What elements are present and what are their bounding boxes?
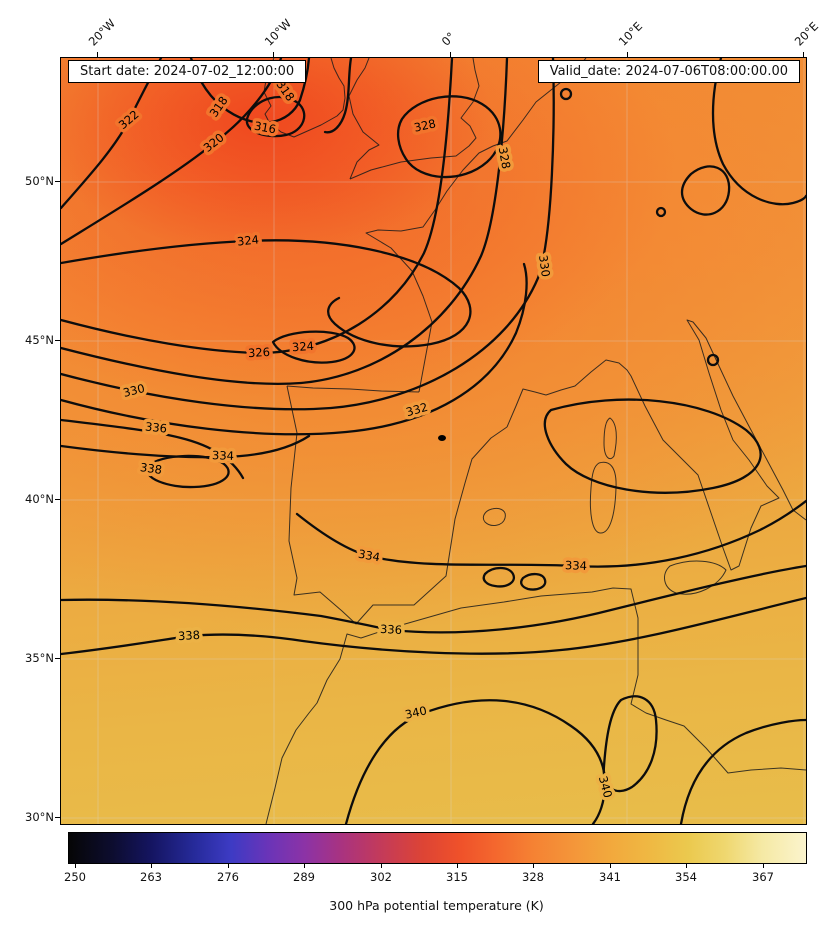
top-tick (273, 52, 274, 57)
contour-label: 340 (596, 774, 615, 799)
colorbar-tick (381, 864, 382, 868)
colorbar-tick-label: 354 (675, 870, 697, 884)
contour-label: 338 (139, 460, 163, 477)
contour-label: 330 (122, 381, 147, 400)
start-date-text: Start date: 2024-07-02_12:00:00 (80, 64, 295, 79)
colorbar-tick-label: 367 (752, 870, 774, 884)
top-tick (97, 52, 98, 57)
contour-label: 326 (248, 345, 271, 360)
colorbar-tick (686, 864, 687, 868)
contour-label: 322 (116, 107, 142, 132)
top-tick-label: 20°W (85, 16, 119, 49)
contour-labels: 322 320 318 318 316 324 324 326 328 328 … (112, 74, 618, 803)
top-tick-label: 20°E (791, 19, 822, 49)
contour-label: 334 (212, 448, 234, 463)
colorbar-tick (151, 864, 152, 868)
colorbar-tick-label: 250 (64, 870, 86, 884)
colorbar-tick-label: 341 (599, 870, 621, 884)
left-tick-label: 45°N (25, 333, 54, 347)
left-tick-label: 50°N (25, 174, 54, 188)
contour-label: 328 (413, 116, 437, 134)
map-plot-area: 322 320 318 318 316 324 324 326 328 328 … (60, 57, 807, 825)
contour-label: 318 (207, 94, 231, 120)
top-tick-label: 10°W (261, 16, 295, 49)
contour-label: 324 (236, 232, 259, 248)
colorbar-tick (457, 864, 458, 868)
valid-date-box: Valid_date: 2024-07-06T08:00:00.00 (537, 60, 800, 83)
left-tick (55, 658, 60, 659)
left-tick (55, 817, 60, 818)
colorbar-tick-label: 289 (293, 870, 315, 884)
left-tick (55, 499, 60, 500)
colorbar-tick-label: 276 (217, 870, 239, 884)
small-contour-dot (438, 435, 446, 441)
left-tick-label: 30°N (25, 810, 54, 824)
left-tick-label: 40°N (25, 492, 54, 506)
contour-label: 336 (144, 419, 167, 435)
colorbar-tick (75, 864, 76, 868)
contour-label: 340 (404, 703, 428, 721)
colorbar-title: 300 hPa potential temperature (K) (329, 898, 544, 913)
left-tick (55, 181, 60, 182)
contour-label: 334 (357, 547, 381, 565)
left-tick-label: 35°N (25, 651, 54, 665)
colorbar-tick (763, 864, 764, 868)
coastlines (263, 58, 806, 824)
contour-lines (61, 58, 806, 824)
start-date-box: Start date: 2024-07-02_12:00:00 (68, 60, 307, 83)
valid-date-text: Valid_date: 2024-07-06T08:00:00.00 (549, 64, 788, 79)
colorbar-tick (610, 864, 611, 868)
contour-label: 336 (380, 622, 403, 637)
top-tick (450, 52, 451, 57)
top-tick (803, 52, 804, 57)
colorbar-tick-label: 263 (140, 870, 162, 884)
top-tick (627, 52, 628, 57)
contour-label: 330 (536, 254, 553, 278)
colorbar-tick (228, 864, 229, 868)
top-tick-label: 0° (438, 29, 458, 49)
contour-label: 334 (565, 558, 587, 573)
map-overlay: 322 320 318 318 316 324 324 326 328 328 … (61, 58, 806, 824)
left-tick (55, 340, 60, 341)
colorbar-tick (533, 864, 534, 868)
contour-label: 338 (178, 628, 201, 643)
colorbar-tick-label: 328 (522, 870, 544, 884)
contour-label: 324 (292, 339, 315, 354)
colorbar-tick-label: 315 (446, 870, 468, 884)
colorbar (68, 832, 807, 864)
colorbar-tick-label: 302 (370, 870, 392, 884)
contour-label: 332 (404, 400, 429, 420)
top-tick-label: 10°E (615, 19, 646, 49)
colorbar-tick (304, 864, 305, 868)
temperature-fill (61, 58, 806, 824)
